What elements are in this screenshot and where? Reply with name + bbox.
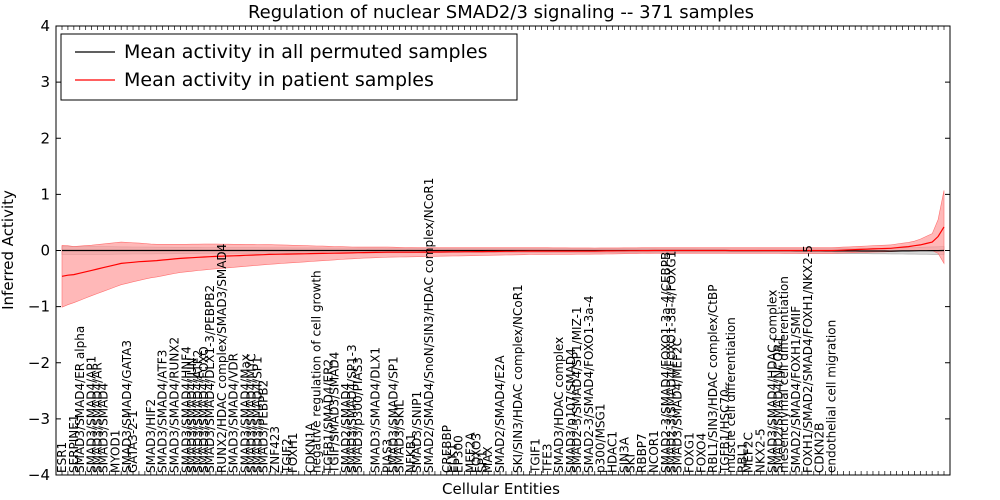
legend-label-permuted: Mean activity in all permuted samples	[124, 41, 487, 63]
y-axis-title: Inferred Activity	[0, 190, 17, 310]
legend: Mean activity in all permuted samples Me…	[60, 33, 518, 101]
y-tick-label: 0	[40, 242, 50, 260]
entity-label: FOXO3	[469, 433, 483, 473]
entity-label: FOXH1/SMAD2/SMAD4/FOXH1/NKX2-5	[801, 245, 815, 473]
chart-title: Regulation of nuclear SMAD2/3 signaling …	[248, 2, 754, 23]
entity-label: SMAD2/SMAD4/SnoN/SIN3/HDAC complex/NCoR1	[422, 178, 436, 473]
entity-label: SERPINE1	[67, 414, 81, 473]
entity-label: CREBBP	[440, 425, 454, 473]
entity-label: MEF2A	[463, 432, 477, 473]
entity-label: SMAD2/SMAD4/FOXH1/SMIF	[789, 306, 803, 473]
entity-label: SMAD3/SMAD4/JUN	[185, 358, 199, 474]
entity-label: SMAD3/HDAC complex	[552, 337, 566, 473]
entity-label: SMAD3/SMAD4/VDR	[227, 353, 241, 473]
entity-label: MYOD1	[108, 430, 122, 473]
entity-label: FOXO4	[694, 433, 708, 473]
entity-label: SMAD2/SMAD4/E2A	[493, 355, 507, 473]
entity-label: SMAD3/SMAD4/ER alpha	[73, 326, 87, 473]
entity-label: ZNF423	[268, 426, 282, 473]
entity-label: HDAC1	[606, 431, 620, 473]
entity-label: RUNX2/HDAC complex/SMAD3/SMAD4	[215, 244, 229, 473]
entity-label: SMAD3/SMAD4/RUNX2	[168, 337, 182, 473]
entity-label: CDKN1A	[304, 422, 318, 473]
entity-label: CDKN2B	[813, 423, 827, 473]
entity-label: SMAD3/SMAD4/Max	[239, 354, 253, 473]
entity-label: TGFB1/SMAD4/ER2	[321, 359, 335, 474]
entity-label: muscle cell differentiation	[724, 317, 738, 473]
entity-label: RBBP7	[635, 433, 649, 473]
entity-label: RBL1/SIN3/HDAC complex/CtBP	[706, 285, 720, 473]
entity-label: SMAD3/SKIL	[392, 400, 406, 473]
entity-label: mesenchymal cell differentiation	[777, 276, 791, 473]
entity-label: SMAD2-3/SMAD4/FOXO1-3a-4/FOXG1	[665, 251, 679, 473]
entity-label: SMAD3/SMAD4	[96, 383, 110, 473]
entity-label: FOXH1	[286, 433, 300, 473]
entity-label: SMAD2-3/SMAD4/FOXO1-3a-4	[582, 295, 596, 473]
entity-label: SMAD3/SNIP1	[410, 391, 424, 473]
entity-label: FOXG1	[683, 432, 697, 473]
entity-label: SIN3A	[617, 436, 631, 473]
plot-area: −4 −3 −2 −1 0 1 2 3 4 ESR1SERPINE1SMAD3/SMAD4/ER …	[28, 17, 951, 484]
entity-label: SMAD3/SMAD4/SP1	[250, 356, 264, 473]
y-tick-label: 2	[40, 129, 50, 147]
entity-label: TGFB1/HSC70	[718, 389, 732, 474]
entity-label: MAX	[481, 446, 495, 473]
entity-label: SMAD3/SMAD4/AR	[91, 362, 105, 473]
entity-label: MEF2C	[742, 432, 756, 473]
y-tick-label: −1	[28, 298, 50, 316]
entity-label: EP300	[452, 435, 466, 473]
y-tick-label: −4	[28, 466, 50, 484]
legend-box	[60, 33, 518, 101]
entity-label: SMAD3/HIF2	[144, 399, 158, 473]
entity-label: SMAD3/SMAD4/ATF3	[156, 350, 170, 473]
entity-label: ESR1	[55, 442, 69, 473]
entity-label: SMAD2-3/SMAD4/SP1/MIZ-1	[570, 306, 584, 473]
entity-label: NCOR1	[647, 430, 661, 473]
entity-label: endothelial cell migration	[825, 320, 839, 473]
entity-label: SMAD3/SMAD4/MYC	[244, 353, 258, 473]
patient-band	[61, 190, 945, 308]
entity-label: TGIF1	[529, 438, 543, 474]
y-tick-label: −3	[28, 410, 50, 428]
entity-label: SKI/SIN3/HDAC complex/NCoR1	[511, 284, 525, 473]
entity-label: SMAD3/p107/SMAD4	[564, 348, 578, 473]
entity-label: SKI	[623, 454, 637, 473]
entity-label: RBL1	[736, 442, 750, 473]
entity-label: SMAD2-3/SMAD4/FOXO1-3a-4/CEBPB	[659, 252, 673, 473]
entity-label: p300/MSG1	[594, 404, 608, 473]
y-tick-label: 1	[40, 185, 50, 203]
patient-mean-line	[61, 226, 945, 277]
entity-label: TGIF/SMAD3/SMAD4	[327, 352, 341, 474]
entity-label: SMAD3/SMAD4/AP1	[85, 356, 99, 473]
legend-label-patient: Mean activity in patient samples	[124, 69, 434, 91]
entity-label: SMAD3/SMAD4/SP1-3	[345, 344, 359, 473]
entity-label: SMAD3/SMAD4/SP1	[387, 356, 401, 473]
entity-label: SMAD3/SMAD4/DLX1-3/PEBPB2	[203, 285, 217, 473]
y-tick-label: 4	[40, 17, 50, 35]
entity-label: GATA3-2-1	[126, 410, 140, 473]
x-axis-title: Cellular Entities	[442, 480, 560, 498]
entity-label: ELK1	[446, 443, 460, 473]
entity-label: SMAD3/PEBPB2	[256, 380, 270, 473]
entity-label: NKX2-5	[754, 428, 768, 473]
y-tick-label: −2	[28, 354, 50, 372]
entity-label: SMAD3/SMAD4/HNF4	[179, 346, 193, 473]
entity-label: SMAD2/SMAD4/NCOR1	[771, 336, 785, 473]
entity-label: TGIF2	[280, 438, 294, 474]
entity-label: SMAD3/SMAD4/FOXO	[197, 346, 211, 473]
entity-label: SMAD3/p300/PIAS3	[351, 357, 365, 473]
entity-label: NFKB1	[404, 433, 418, 473]
entity-label: SMAD2/SMAD4	[339, 383, 353, 473]
entity-label: negative regulation of cell growth	[310, 270, 324, 473]
entity-label: PIAS3	[381, 439, 395, 473]
entity-label: SMAD3/SMAD4/HDAC complex	[765, 290, 779, 473]
entity-label: SMAD3/SMAD4/ATF2	[191, 350, 205, 473]
y-tick-label: 3	[40, 73, 50, 91]
entity-label: SMAD3/SMAD4/MEF2C	[671, 338, 685, 473]
entity-label: SP1	[475, 451, 489, 474]
entity-label: SMAD3/SMAD4/DLX1	[369, 347, 383, 473]
entity-label: TFE3	[540, 444, 554, 474]
entity-label: SMAD3/SMAD4/GATA3	[120, 340, 134, 473]
